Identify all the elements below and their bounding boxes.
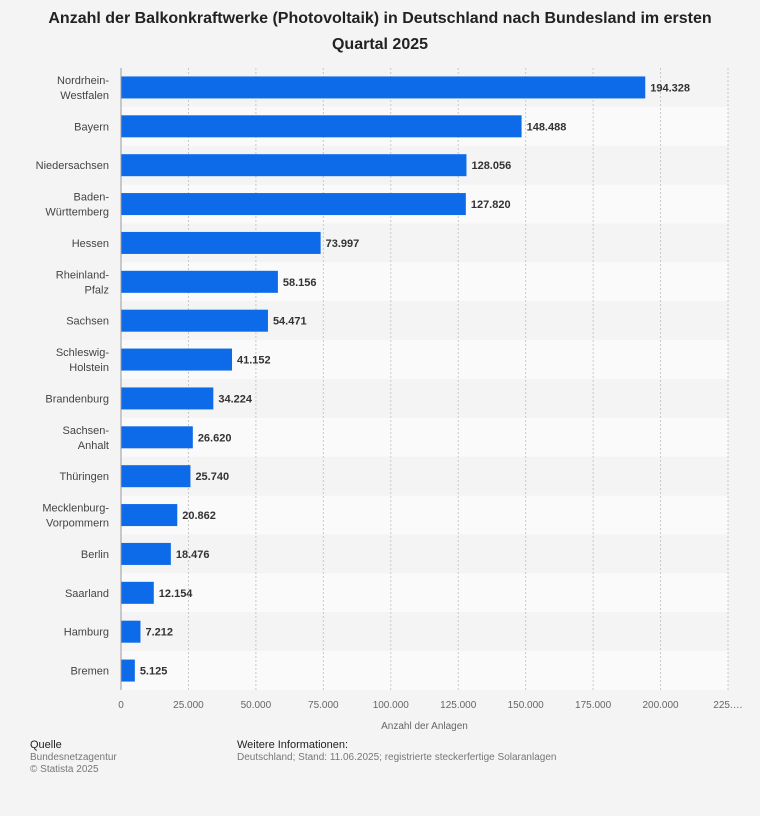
category-label: Hamburg [64, 627, 109, 639]
bar [121, 659, 135, 682]
category-label-line: Württemberg [45, 207, 109, 219]
category-label: Baden- Württemberg [45, 192, 109, 219]
category-label: Niedersachsen [36, 160, 109, 172]
category-label-line: Westfalen [60, 90, 109, 102]
bar [121, 76, 646, 99]
category-label: Brandenburg [45, 393, 109, 405]
value-label: 34.224 [218, 393, 253, 405]
value-label: 25.740 [195, 471, 229, 483]
category-label-line: Sachsen- [63, 425, 110, 437]
value-label: 54.471 [273, 316, 307, 328]
category-label: Bremen [70, 666, 109, 678]
value-label: 18.476 [176, 549, 210, 561]
row-band [121, 651, 728, 690]
category-label-line: Niedersachsen [36, 160, 109, 172]
bar [121, 542, 171, 565]
category-label-line: Rheinland- [56, 269, 110, 281]
source-line-copyright: © Statista 2025 [30, 764, 99, 775]
value-label: 7.212 [145, 627, 173, 639]
category-label: Saarland [65, 588, 109, 600]
row-band [121, 534, 728, 574]
bar [121, 115, 522, 138]
category-label-line: Mecklenburg- [42, 503, 109, 515]
bar [121, 620, 141, 643]
x-tick-label: 0 [118, 700, 124, 711]
x-tick-label: 100.000 [373, 700, 410, 711]
value-label: 20.862 [182, 510, 216, 522]
bar [121, 154, 467, 177]
value-label: 12.154 [159, 588, 194, 600]
category-label: Bayern [74, 121, 109, 133]
category-label-line: Anhalt [78, 440, 109, 452]
x-tick-label: 75.000 [308, 700, 339, 711]
category-label-line: Vorpommern [46, 518, 109, 530]
category-label: Nordrhein- Westfalen [57, 75, 109, 102]
value-label: 41.152 [237, 355, 271, 367]
category-label: Schleswig- Holstein [56, 347, 110, 374]
info-block: Weitere Informationen: Deutschland; Stan… [237, 739, 556, 764]
category-label-line: Pfalz [85, 284, 109, 296]
bar [121, 387, 214, 410]
category-label-line: Baden- [74, 192, 110, 204]
x-tick-label: 225.… [713, 700, 742, 711]
x-tick-label: 200.000 [642, 700, 679, 711]
row-band [121, 456, 728, 496]
row-band [121, 573, 728, 613]
category-label-line: Thüringen [59, 471, 109, 483]
bar [121, 581, 154, 604]
x-axis-title: Anzahl der Anlagen [381, 721, 468, 732]
category-label-line: Schleswig- [56, 347, 110, 359]
value-label: 148.488 [527, 121, 567, 133]
bar [121, 426, 193, 449]
category-label-line: Holstein [69, 362, 109, 374]
info-text: Deutschland; Stand: 11.06.2025; registri… [237, 752, 557, 763]
bar [121, 309, 268, 332]
category-label-line: Brandenburg [45, 393, 109, 405]
category-label-line: Sachsen [66, 316, 109, 328]
category-label-line: Bremen [70, 666, 109, 678]
x-tick-label: 125.000 [440, 700, 477, 711]
value-label: 128.056 [471, 160, 511, 172]
value-label: 194.328 [650, 82, 690, 94]
value-label: 73.997 [326, 238, 360, 250]
category-label-line: Hamburg [64, 627, 109, 639]
bar-chart: 194.328 Nordrhein- Westfalen 148.488 Bayern 1… [36, 68, 743, 732]
x-tick-label: 50.000 [241, 700, 272, 711]
x-tick-label: 150.000 [508, 700, 545, 711]
category-label-line: Saarland [65, 588, 109, 600]
category-label-line: Hessen [72, 238, 109, 250]
category-label: Thüringen [59, 471, 109, 483]
value-label: 127.820 [471, 199, 511, 211]
category-label: Rheinland- Pfalz [56, 269, 110, 296]
row-band [121, 612, 728, 652]
category-label: Mecklenburg- Vorpommern [42, 503, 109, 530]
row-band [121, 417, 728, 457]
x-tick-label: 175.000 [575, 700, 612, 711]
source-heading: Quelle [30, 739, 62, 751]
value-label: 58.156 [283, 277, 317, 289]
info-heading: Weitere Informationen: [237, 739, 349, 751]
bar [121, 465, 191, 488]
source-block: Quelle Bundesnetzagentur © Statista 2025 [30, 739, 117, 776]
category-label: Sachsen [66, 316, 109, 328]
bar [121, 193, 466, 216]
category-label-line: Nordrhein- [57, 75, 109, 87]
value-label: 26.620 [198, 432, 232, 444]
category-label-line: Berlin [81, 549, 109, 561]
bar [121, 504, 178, 527]
row-band [121, 495, 728, 535]
bar [121, 231, 321, 254]
chart-title: Anzahl der Balkonkraftwerke (Photovoltai… [48, 10, 712, 53]
category-label: Sachsen- Anhalt [63, 425, 110, 452]
source-line-publisher: Bundesnetzagentur [30, 752, 117, 763]
x-tick-label: 25.000 [173, 700, 204, 711]
category-label-line: Bayern [74, 121, 109, 133]
value-label: 5.125 [140, 666, 168, 678]
bar [121, 348, 233, 371]
row-band [121, 379, 728, 418]
category-label: Hessen [72, 238, 109, 250]
bar [121, 270, 278, 293]
category-label: Berlin [81, 549, 109, 561]
